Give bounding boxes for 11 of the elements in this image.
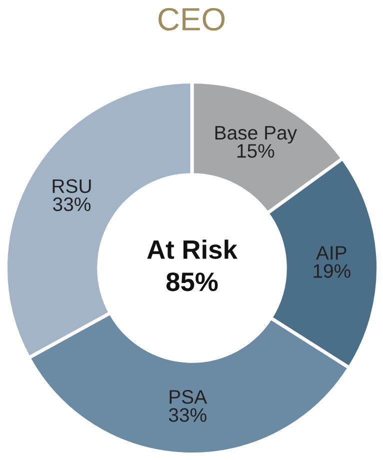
slice-label: RSU xyxy=(52,179,91,194)
slice-label: AIP xyxy=(316,246,346,260)
text: At Risk xyxy=(147,240,238,259)
slice-label: Base Pay xyxy=(215,126,298,144)
data-label: 33% xyxy=(53,197,91,212)
data-label: 19% xyxy=(314,264,350,278)
data-label: 33% xyxy=(168,408,206,422)
chart-title: CEO xyxy=(158,8,225,31)
data-label: 15% xyxy=(237,144,274,158)
text: 85% xyxy=(166,272,218,292)
slice-label: PSA xyxy=(170,390,208,404)
